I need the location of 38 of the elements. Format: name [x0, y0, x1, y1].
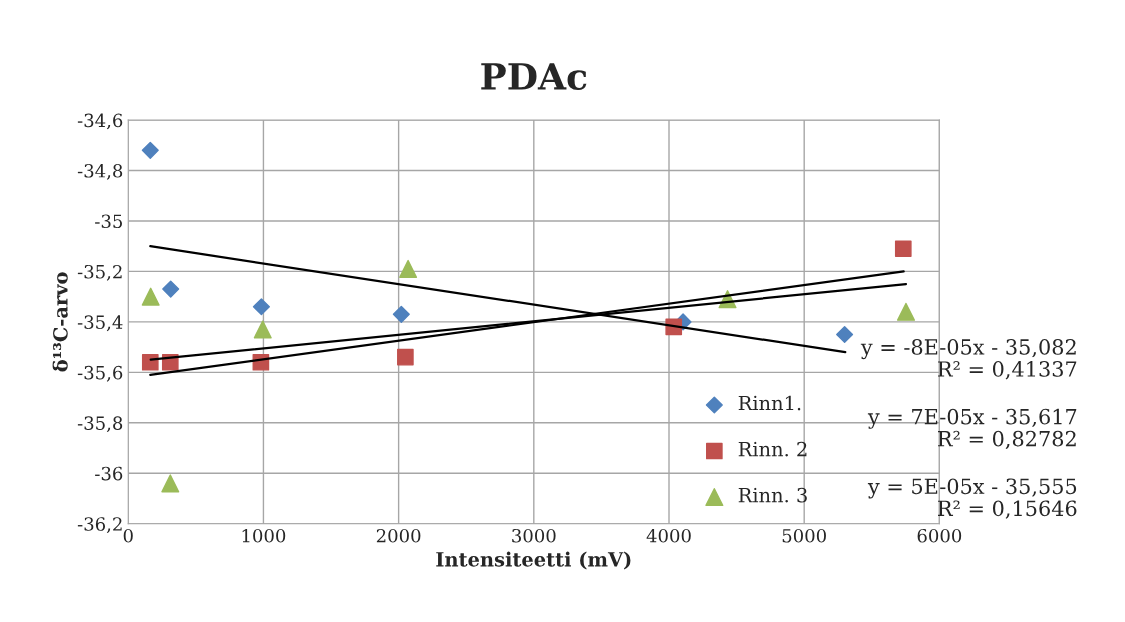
point — [894, 240, 912, 258]
y-axis-title: δ¹³C-arvo — [52, 272, 68, 372]
point — [141, 353, 159, 371]
annotation: y = 7E-05x - 35,617 R² = 0,82782 — [867, 408, 1077, 450]
chart-title: PDAc — [481, 63, 587, 90]
x-tick-label: 6000 — [917, 528, 962, 543]
point — [162, 280, 180, 298]
point — [397, 348, 414, 366]
x-axis-title: Intensiteetti (mV) — [436, 551, 631, 570]
point — [141, 141, 159, 159]
annotation: y = 5E-05x - 35,555 R² = 0,15646 — [867, 478, 1077, 519]
annotation: y = -8E-05x - 35,082 R² = 0,41337 — [860, 339, 1077, 380]
point — [141, 287, 160, 306]
x-tick-label: 4000 — [646, 528, 691, 543]
x-tick-label: 3000 — [512, 528, 556, 543]
y-tick-label: -36 — [95, 466, 123, 481]
x-tick-label: 1000 — [242, 528, 286, 543]
y-tick-label: -35 — [95, 214, 122, 229]
y-tick-label: -35,6 — [77, 365, 123, 382]
point — [399, 259, 418, 278]
y-tick-label: -35,4 — [77, 315, 123, 332]
point — [836, 325, 854, 344]
y-tick-label: -35,2 — [77, 264, 122, 281]
y-tick-label: -36,2 — [77, 517, 122, 534]
y-tick-label: -34,8 — [77, 163, 123, 180]
legend-label: Rinn. 3 — [738, 487, 807, 503]
x-tick-label: 2000 — [376, 528, 421, 543]
x-tick-label: 5000 — [782, 528, 826, 543]
point — [161, 474, 180, 493]
y-tick-label: -34,6 — [77, 113, 123, 130]
point — [253, 320, 272, 339]
y-tick-label: -35,8 — [77, 416, 123, 433]
legend-label: Rinn1. — [738, 395, 801, 411]
point — [392, 305, 410, 323]
point — [896, 302, 916, 321]
x-tick-label: 0 — [123, 528, 133, 543]
point — [252, 298, 270, 316]
legend-label: Rinn. 2 — [738, 441, 807, 457]
